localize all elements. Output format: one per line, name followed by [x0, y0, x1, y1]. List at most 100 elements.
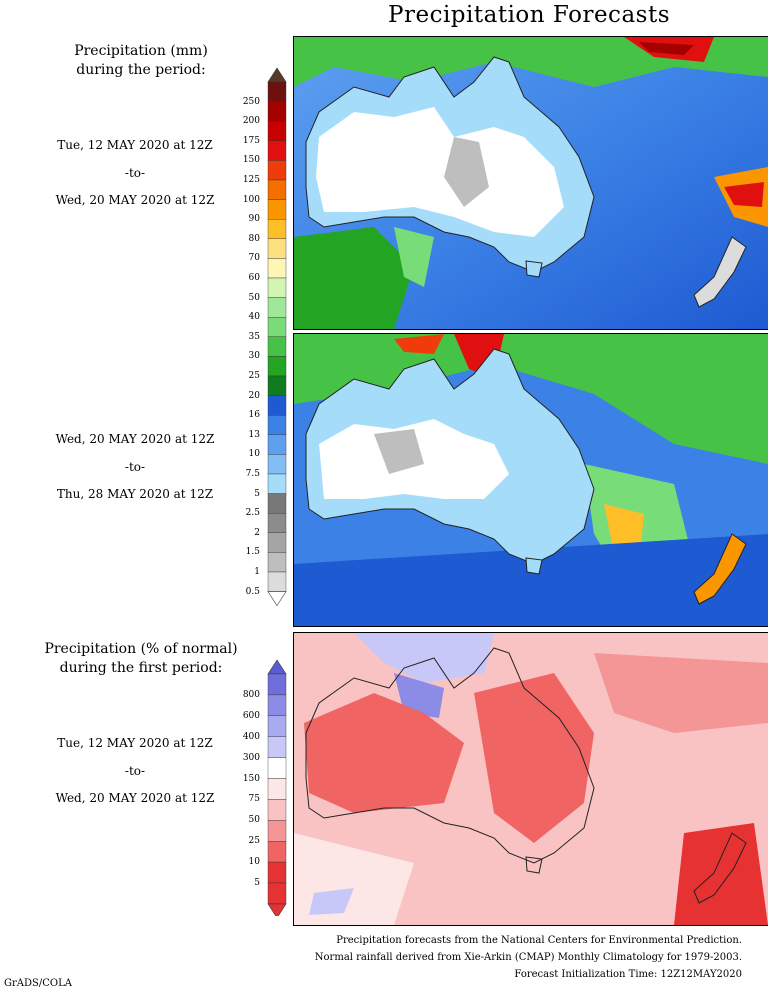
precip-colorbar-tick-label: 50 — [248, 292, 260, 303]
anomaly-heading: Precipitation (% of normal) during the f… — [0, 640, 282, 678]
tasmania-coastline — [525, 856, 543, 874]
precip-colorbar-swatch — [267, 218, 287, 239]
precip-colorbar-swatch — [267, 238, 287, 259]
precip-colorbar-tick-label: 16 — [248, 410, 260, 421]
page-title: Precipitation Forecasts — [387, 2, 671, 28]
precip-colorbar-swatch — [267, 316, 287, 337]
period2-start: Wed, 20 MAY 2020 at 12Z — [55, 432, 215, 446]
period2-to: -to- — [124, 460, 146, 474]
anomaly-colorbar-tick-label: 5 — [254, 878, 260, 888]
precip-colorbar-tick-label: 40 — [248, 312, 260, 323]
precip-colorbar-swatch — [267, 336, 287, 357]
anomaly-colorbar-tick-label: 25 — [248, 836, 260, 847]
anomaly-colorbar-swatch — [267, 778, 287, 800]
anomaly-heading-line1: Precipitation (% of normal) — [44, 641, 238, 657]
precip-colorbar-ticks: 250 200 175 150 125 100 90 80 70 60 50 40 35 30 25 20 16… — [230, 80, 264, 597]
precip-colorbar-swatch — [267, 140, 287, 161]
anomaly-colorbar-tick-label: 800 — [242, 689, 260, 700]
anomaly-heading-line2: during the first period: — [59, 660, 223, 676]
precip-colorbar-bottom-arrow — [267, 591, 287, 607]
anomaly-colorbar-top-arrow — [267, 659, 287, 675]
precip-colorbar-tick-label: 80 — [248, 233, 260, 244]
precip-colorbar-swatch — [267, 375, 287, 396]
new-zealand — [693, 236, 747, 308]
precip-colorbar-tick-label: 30 — [248, 351, 260, 362]
precip-colorbar-tick-label: 13 — [248, 429, 260, 440]
anomaly-colorbar-swatch — [267, 799, 287, 821]
period1-start: Tue, 12 MAY 2020 at 12Z — [57, 138, 213, 152]
precip-colorbar — [267, 67, 287, 607]
precip-colorbar-tick-label: 175 — [242, 135, 260, 146]
precip-colorbar-swatch — [267, 101, 287, 122]
precip-colorbar-tick-label: 60 — [248, 273, 260, 283]
anomaly-colorbar-swatch — [267, 715, 287, 737]
australia-coastline — [305, 647, 595, 864]
precip-colorbar-swatch — [267, 179, 287, 200]
dry-anomaly-east — [474, 673, 594, 843]
precip-colorbar-tick-label: 100 — [242, 194, 260, 205]
precip-colorbar-tick-label: 0.5 — [245, 586, 260, 597]
precip-colorbar-swatch — [267, 532, 287, 553]
precip-colorbar-tick-label: 7.5 — [245, 469, 260, 479]
anomaly-colorbar-tick-label: 600 — [242, 710, 260, 721]
precip-colorbar-swatch — [267, 81, 287, 102]
precip-heading-line1: Precipitation (mm) — [74, 43, 208, 59]
precip-colorbar-tick-label: 70 — [248, 253, 260, 264]
precip-colorbar-tick-label: 1 — [254, 567, 260, 577]
precip-colorbar-swatch — [267, 277, 287, 298]
precip-map-week2 — [293, 333, 768, 627]
precip-colorbar-tick-label: 150 — [242, 155, 260, 166]
anomaly-colorbar-swatch — [267, 694, 287, 717]
precip-colorbar-swatch — [267, 356, 287, 377]
period3-to: -to- — [124, 764, 146, 778]
precip-colorbar-swatch — [267, 473, 287, 494]
anomaly-colorbar-swatch — [267, 673, 287, 696]
anomaly-map — [293, 632, 768, 926]
precip-heading: Precipitation (mm) during the period: — [0, 42, 282, 80]
dry-anomaly-west — [304, 693, 464, 813]
precip-colorbar-tick-label: 5 — [254, 488, 260, 499]
precip-colorbar-tick-label: 20 — [248, 390, 260, 401]
footer-line3: Forecast Initialization Time: 12Z12MAY20… — [514, 969, 742, 980]
precip-colorbar-tick-label: 10 — [248, 449, 260, 460]
anomaly-colorbar-tick-label: 400 — [242, 731, 260, 742]
precip-colorbar-tick-label: 25 — [248, 371, 260, 381]
precip-colorbar-swatch — [267, 415, 287, 436]
precip-colorbar-tick-label: 200 — [242, 116, 260, 127]
precip-colorbar-swatch — [267, 395, 287, 416]
dry-interior — [316, 107, 564, 237]
precip-colorbar-swatch — [267, 552, 287, 573]
anomaly-colorbar-swatch — [267, 736, 287, 758]
precip-colorbar-swatch — [267, 258, 287, 279]
precip-colorbar-swatch — [267, 434, 287, 455]
wetter-than-normal-north — [354, 633, 494, 683]
precip-colorbar-swatch — [267, 571, 287, 592]
precip-colorbar-swatch — [267, 454, 287, 475]
precip-colorbar-tick-label: 90 — [248, 214, 260, 225]
precip-colorbar-tick-label: 2 — [254, 527, 260, 538]
period2-end: Thu, 28 MAY 2020 at 12Z — [56, 487, 214, 501]
precip-colorbar-tick-label: 35 — [248, 331, 260, 342]
period3-start: Tue, 12 MAY 2020 at 12Z — [57, 736, 213, 750]
precip-heading-line2: during the period: — [76, 62, 206, 78]
footer-line1: Precipitation forecasts from the Nationa… — [336, 935, 742, 946]
precip-colorbar-tick-label: 250 — [242, 96, 260, 107]
southern-ocean-rain — [294, 227, 414, 329]
precip-map-week1 — [293, 36, 768, 330]
new-zealand-coastline — [693, 832, 747, 904]
period1-end: Wed, 20 MAY 2020 at 12Z — [55, 193, 215, 207]
precip-colorbar-tick-label: 1.5 — [245, 547, 260, 558]
precip-colorbar-swatch — [267, 297, 287, 318]
anomaly-colorbar-tick-label: 50 — [248, 815, 260, 826]
dry-anomaly-nz — [674, 823, 768, 925]
precip-colorbar-tick-label: 2.5 — [245, 508, 260, 519]
southern-ocean — [294, 534, 768, 626]
credit-label: GrADS/COLA — [4, 978, 72, 989]
anomaly-colorbar-tick-label: 300 — [242, 752, 260, 763]
footer-line2: Normal rainfall derived from Xie-Arkin (… — [314, 952, 742, 963]
precip-colorbar-swatch — [267, 160, 287, 181]
period3-end: Wed, 20 MAY 2020 at 12Z — [55, 791, 215, 805]
anomaly-colorbar-tick-label: 75 — [248, 794, 260, 805]
precip-colorbar-top-arrow — [267, 67, 287, 83]
anomaly-colorbar-swatch — [267, 882, 287, 905]
